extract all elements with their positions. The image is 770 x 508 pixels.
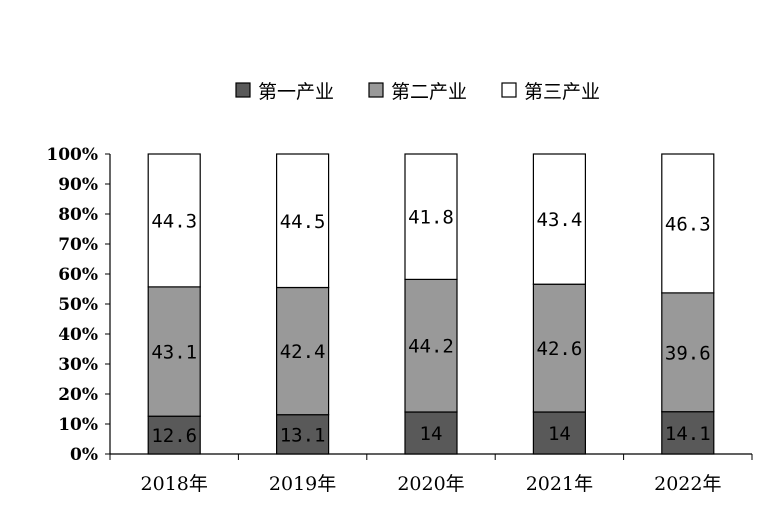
bar-segment bbox=[404, 278, 458, 413]
bar-segment bbox=[404, 153, 458, 281]
bars: 12.6 43.1 44.3 13.1 42.4 44.5 14 44.2 41.8 14 42.6… bbox=[147, 153, 715, 455]
legend: 第一产业 第二产业 第三产业 bbox=[235, 81, 600, 103]
x-category-label: 2019年 bbox=[269, 473, 336, 495]
bar-segment bbox=[661, 411, 715, 455]
legend-label: 第三产业 bbox=[524, 81, 600, 103]
bar-segment bbox=[532, 153, 587, 285]
legend-swatch bbox=[368, 82, 384, 98]
y-tick-label: 20% bbox=[58, 385, 98, 405]
data-label: 43.1 bbox=[151, 342, 197, 364]
bar-segment bbox=[661, 292, 715, 413]
data-label: 14.1 bbox=[665, 423, 711, 445]
y-tick-label: 40% bbox=[58, 325, 98, 345]
y-tick-label: 90% bbox=[58, 175, 98, 195]
x-category-label: 2022年 bbox=[654, 473, 721, 495]
bar-segment bbox=[532, 283, 587, 413]
y-tick-label: 80% bbox=[58, 205, 98, 225]
bar-segment bbox=[147, 153, 201, 288]
x-category-label: 2020年 bbox=[397, 473, 464, 495]
data-label: 42.4 bbox=[280, 341, 326, 363]
legend-swatch bbox=[235, 82, 251, 98]
y-tick-label: 50% bbox=[58, 295, 98, 315]
x-axis: 2018年 2019年 2020年 2021年 2022年 bbox=[109, 453, 753, 495]
y-tick-label: 0% bbox=[70, 445, 98, 465]
bar-segment bbox=[276, 286, 330, 416]
data-label: 43.4 bbox=[537, 209, 583, 231]
data-label: 41.8 bbox=[408, 207, 454, 229]
data-label: 39.6 bbox=[665, 342, 711, 364]
x-category-label: 2018年 bbox=[141, 473, 208, 495]
y-tick-label: 70% bbox=[58, 235, 98, 255]
bar-segment bbox=[532, 411, 587, 455]
data-label: 44.3 bbox=[151, 210, 197, 232]
bar-segment bbox=[404, 411, 458, 455]
y-tick-label: 60% bbox=[58, 265, 98, 285]
y-tick-label: 10% bbox=[58, 415, 98, 435]
y-tick-label: 100% bbox=[46, 145, 98, 165]
data-label: 44.5 bbox=[280, 211, 326, 233]
data-label: 12.6 bbox=[151, 425, 197, 447]
x-category-label: 2021年 bbox=[526, 473, 593, 495]
data-label: 44.2 bbox=[408, 336, 454, 358]
y-axis: 0% 10% 20% 30% 40% 50% 60% 70% 80% 90% 100% bbox=[46, 145, 111, 465]
data-label: 14 bbox=[420, 423, 443, 445]
bar-segment bbox=[147, 286, 201, 417]
bar-segment bbox=[276, 153, 330, 289]
bar-segment bbox=[661, 153, 715, 294]
bar-segment bbox=[276, 414, 330, 455]
legend-label: 第一产业 bbox=[258, 81, 334, 103]
data-label: 14 bbox=[548, 423, 571, 445]
data-label: 46.3 bbox=[665, 213, 711, 235]
data-label: 42.6 bbox=[537, 338, 583, 360]
legend-swatch bbox=[501, 82, 517, 98]
legend-label: 第二产业 bbox=[391, 81, 467, 103]
data-label: 13.1 bbox=[280, 424, 326, 446]
y-tick-label: 30% bbox=[58, 355, 98, 375]
